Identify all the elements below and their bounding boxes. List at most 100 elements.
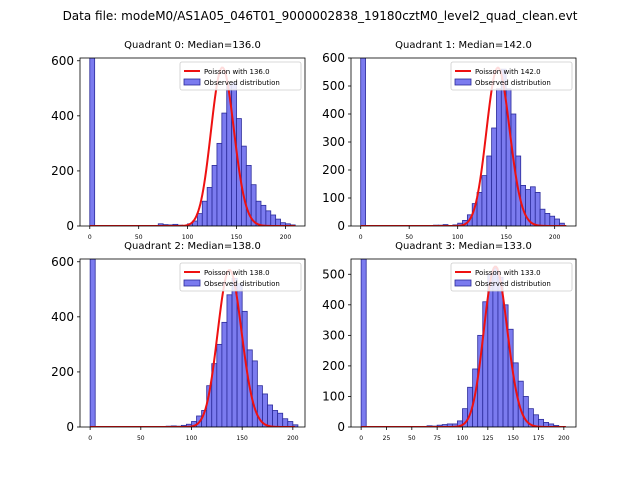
histogram-bar [534,191,541,226]
histogram-bar [226,294,233,427]
axes-frame [79,258,306,428]
x-tick-label: 0 [359,435,363,442]
chart-title: Quadrant 2: Median=138.0 [124,241,261,252]
x-tick-label: 0 [359,234,363,241]
histogram-bar [267,404,273,427]
x-tick-label: 200 [549,234,561,241]
legend-box [450,61,573,91]
histogram-bar [360,259,367,427]
histogram-bar [265,210,272,226]
chart-quadrant-2: Quadrant 2: Median=138.0 0 50 100 150 200 0 200… [51,241,306,442]
legend-label-poisson: Poisson with 142.0 [475,68,541,76]
chart-title: Quadrant 0: Median=136.0 [124,40,261,51]
y-tick-label: 0 [66,219,74,233]
legend: Poisson with 133.0 Observed distribution [450,262,573,292]
histogram-bar [492,267,499,427]
x-tick-label: 200 [558,435,570,442]
x-tick-label: 0 [88,234,92,241]
legend: Poisson with 138.0 Observed distribution [179,262,302,292]
y-tick-label: 600 [51,54,74,68]
histogram-bar [216,343,223,427]
legend: Poisson with 142.0 Observed distribution [450,61,573,91]
histogram-bar [497,276,504,427]
histogram-bar [486,155,493,226]
chart-quadrant-0: Quadrant 0: Median=136.0 0 50 100 150 200 0 200… [51,40,306,241]
charts-grid: Quadrant 0: Median=136.0 0 50 100 150 200 0 200… [51,40,577,442]
histogram-bar [539,208,546,226]
x-tick-label: 150 [231,234,243,241]
histogram-bar [231,277,238,427]
histogram-bar [251,360,258,427]
histogram-bar [275,218,281,226]
x-tick-label: 50 [137,435,145,442]
x-tick-label: 150 [500,234,512,241]
histogram-bar [255,200,262,226]
histogram-bar [530,186,536,226]
histogram-bar [211,165,218,226]
histogram-bar [496,88,502,226]
legend-label-observed: Observed distribution [204,79,280,87]
legend-bar-swatch [183,279,201,287]
figure-suptitle: Data file: modeM0/AS1A05_046T01_90000028… [63,9,578,23]
legend-label-poisson: Poisson with 136.0 [204,68,270,76]
histogram-bar [270,214,277,226]
plot-area [360,58,567,226]
axes-frame [350,258,577,428]
y-tick-label: 200 [322,359,345,373]
chart-quadrant-3: Quadrant 3: Median=133.0 0 25 50 75 100 125 150… [322,241,577,442]
histogram-bar [216,142,223,226]
histogram-bar [277,412,284,427]
y-tick-label: 400 [51,109,74,123]
x-tick-label: 150 [236,435,248,442]
y-tick-label: 600 [51,255,74,269]
x-tick-label: 200 [280,234,292,241]
histogram-bar [292,424,299,427]
legend-bar-swatch [454,279,472,287]
plot-area [89,259,299,427]
y-tick-label: 200 [51,164,74,178]
y-tick-label: 400 [322,107,345,121]
poisson-fit-line [360,66,567,226]
histogram-bar [231,82,237,226]
histogram-bar [282,418,289,427]
legend-box [450,262,573,292]
x-tick-label: 150 [507,435,519,442]
histogram-bar [221,112,228,226]
histogram-bar [196,213,203,226]
x-tick-label: 100 [457,435,469,442]
poisson-fit-line [361,265,566,427]
y-tick-label: 400 [51,310,74,324]
histogram-bar [549,215,556,226]
x-tick-label: 0 [88,435,92,442]
poisson-fit-line [90,269,295,427]
histogram-bar [272,410,279,427]
x-tick-label: 50 [135,234,143,241]
histogram-bar [360,58,366,226]
y-tick-label: 500 [322,79,345,93]
legend-label-observed: Observed distribution [475,79,551,87]
chart-title: Quadrant 1: Median=142.0 [395,40,532,51]
histogram-bar [206,187,213,226]
y-tick-label: 100 [322,191,345,205]
legend: Poisson with 136.0 Observed distribution [179,61,302,91]
y-tick-label: 400 [322,298,345,312]
x-tick-label: 100 [452,234,464,241]
histogram-bar [89,259,96,427]
legend-label-observed: Observed distribution [475,280,551,288]
y-tick-label: 200 [51,365,74,379]
x-tick-label: 100 [182,234,194,241]
x-tick-label: 100 [186,435,198,442]
histogram-bar [201,200,208,226]
y-tick-label: 500 [322,267,345,281]
x-tick-label: 125 [482,435,494,442]
y-tick-label: 200 [322,163,345,177]
legend-label-observed: Observed distribution [204,280,280,288]
y-tick-label: 100 [322,389,345,403]
plot-area [360,259,566,427]
x-tick-label: 25 [383,435,391,442]
y-tick-label: 300 [322,135,345,149]
y-tick-label: 0 [337,420,345,434]
histogram-bar [481,175,488,226]
histogram-bar [544,212,551,226]
